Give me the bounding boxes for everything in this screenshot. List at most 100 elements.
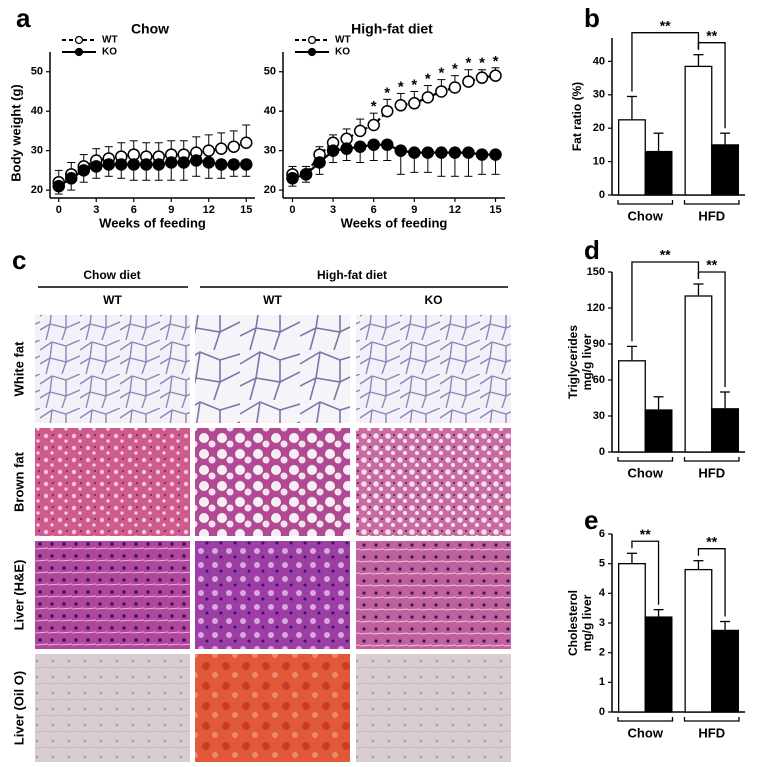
significance-label: ** bbox=[660, 247, 671, 263]
significance-bracket bbox=[631, 540, 660, 605]
marker bbox=[202, 156, 215, 169]
bar bbox=[644, 409, 673, 453]
significance-label: * bbox=[452, 61, 458, 78]
x-tick-label: 6 bbox=[131, 204, 137, 216]
legend-label: KO bbox=[102, 47, 117, 58]
significance-label: * bbox=[384, 84, 390, 101]
y-tick-label: 90 bbox=[593, 338, 605, 350]
micrograph bbox=[356, 315, 511, 423]
marker bbox=[90, 160, 103, 173]
y-axis-label: mg/g liver bbox=[580, 333, 594, 390]
significance-label: ** bbox=[706, 533, 717, 549]
significance-label: * bbox=[438, 65, 444, 82]
marker bbox=[380, 138, 394, 151]
bar bbox=[711, 408, 740, 453]
micrograph bbox=[356, 428, 511, 536]
marker bbox=[340, 142, 353, 155]
legend-marker bbox=[74, 47, 84, 57]
x-axis-label: Weeks of feeding bbox=[341, 215, 448, 230]
y-tick-label: 10 bbox=[593, 156, 605, 168]
marker bbox=[215, 158, 228, 171]
micrograph bbox=[356, 654, 511, 762]
x-tick-label: Chow bbox=[628, 725, 664, 740]
bar bbox=[684, 65, 713, 196]
micrograph bbox=[35, 315, 190, 423]
bar bbox=[711, 629, 740, 713]
marker bbox=[489, 69, 502, 82]
marker bbox=[435, 85, 448, 98]
significance-label: * bbox=[411, 76, 417, 93]
marker bbox=[475, 148, 489, 161]
bar bbox=[684, 295, 713, 453]
y-tick-label: 0 bbox=[599, 446, 605, 458]
marker bbox=[353, 124, 367, 138]
significance-label: * bbox=[371, 98, 377, 115]
marker bbox=[286, 172, 299, 185]
marker bbox=[52, 179, 65, 193]
column-label: WT bbox=[263, 293, 282, 307]
category-bracket bbox=[617, 717, 674, 722]
y-tick-label: 30 bbox=[264, 145, 276, 157]
marker bbox=[65, 172, 78, 185]
significance-label: ** bbox=[706, 257, 717, 273]
marker bbox=[475, 71, 489, 84]
marker bbox=[102, 158, 115, 171]
bar bbox=[618, 563, 646, 713]
significance-bracket bbox=[697, 271, 726, 387]
marker bbox=[421, 91, 435, 104]
marker bbox=[152, 158, 165, 171]
y-tick-label: 2 bbox=[599, 647, 605, 659]
marker bbox=[227, 158, 240, 171]
y-tick-label: 3 bbox=[599, 617, 605, 629]
marker bbox=[462, 75, 475, 88]
category-bracket bbox=[683, 717, 740, 722]
significance-label: ** bbox=[640, 526, 651, 542]
x-axis-label: Weeks of feeding bbox=[99, 215, 206, 230]
marker bbox=[380, 104, 394, 118]
micrograph bbox=[195, 541, 350, 649]
y-tick-label: 50 bbox=[31, 66, 43, 78]
significance-bracket bbox=[631, 32, 700, 92]
y-tick-label: 40 bbox=[31, 105, 43, 117]
micrograph bbox=[195, 654, 350, 762]
marker bbox=[462, 146, 475, 159]
marker bbox=[367, 118, 380, 132]
marker bbox=[435, 146, 448, 159]
marker bbox=[177, 156, 190, 169]
x-tick-label: Chow bbox=[628, 208, 664, 223]
legend-marker bbox=[74, 35, 84, 45]
group-label: Chow diet bbox=[83, 268, 140, 282]
marker bbox=[77, 164, 90, 177]
row-label: White fat bbox=[11, 341, 26, 397]
significance-label: * bbox=[479, 55, 485, 72]
y-tick-label: 30 bbox=[31, 145, 43, 157]
category-bracket bbox=[683, 457, 740, 462]
bar bbox=[711, 144, 740, 196]
x-tick-label: HFD bbox=[698, 208, 725, 223]
significance-bracket bbox=[697, 548, 726, 617]
row-label: Liver (H&E) bbox=[11, 560, 26, 631]
y-tick-label: 30 bbox=[593, 89, 605, 101]
micrograph bbox=[356, 541, 511, 649]
bar bbox=[644, 616, 673, 713]
marker bbox=[240, 158, 253, 171]
marker bbox=[190, 154, 203, 167]
significance-label: ** bbox=[660, 17, 671, 33]
marker bbox=[394, 144, 408, 157]
significance-label: * bbox=[493, 53, 499, 70]
marker bbox=[353, 140, 367, 153]
legend-label: WT bbox=[102, 35, 118, 46]
row-label: Brown fat bbox=[11, 451, 26, 512]
marker bbox=[421, 146, 435, 159]
chart-title: Chow bbox=[131, 21, 169, 37]
marker bbox=[240, 136, 253, 150]
marker bbox=[394, 99, 408, 112]
marker bbox=[448, 81, 462, 94]
marker bbox=[408, 97, 421, 110]
y-tick-label: 30 bbox=[593, 410, 605, 422]
x-tick-label: 0 bbox=[289, 204, 295, 216]
y-tick-label: 0 bbox=[599, 189, 605, 201]
x-tick-label: 3 bbox=[93, 204, 99, 216]
y-tick-label: 20 bbox=[264, 184, 276, 196]
